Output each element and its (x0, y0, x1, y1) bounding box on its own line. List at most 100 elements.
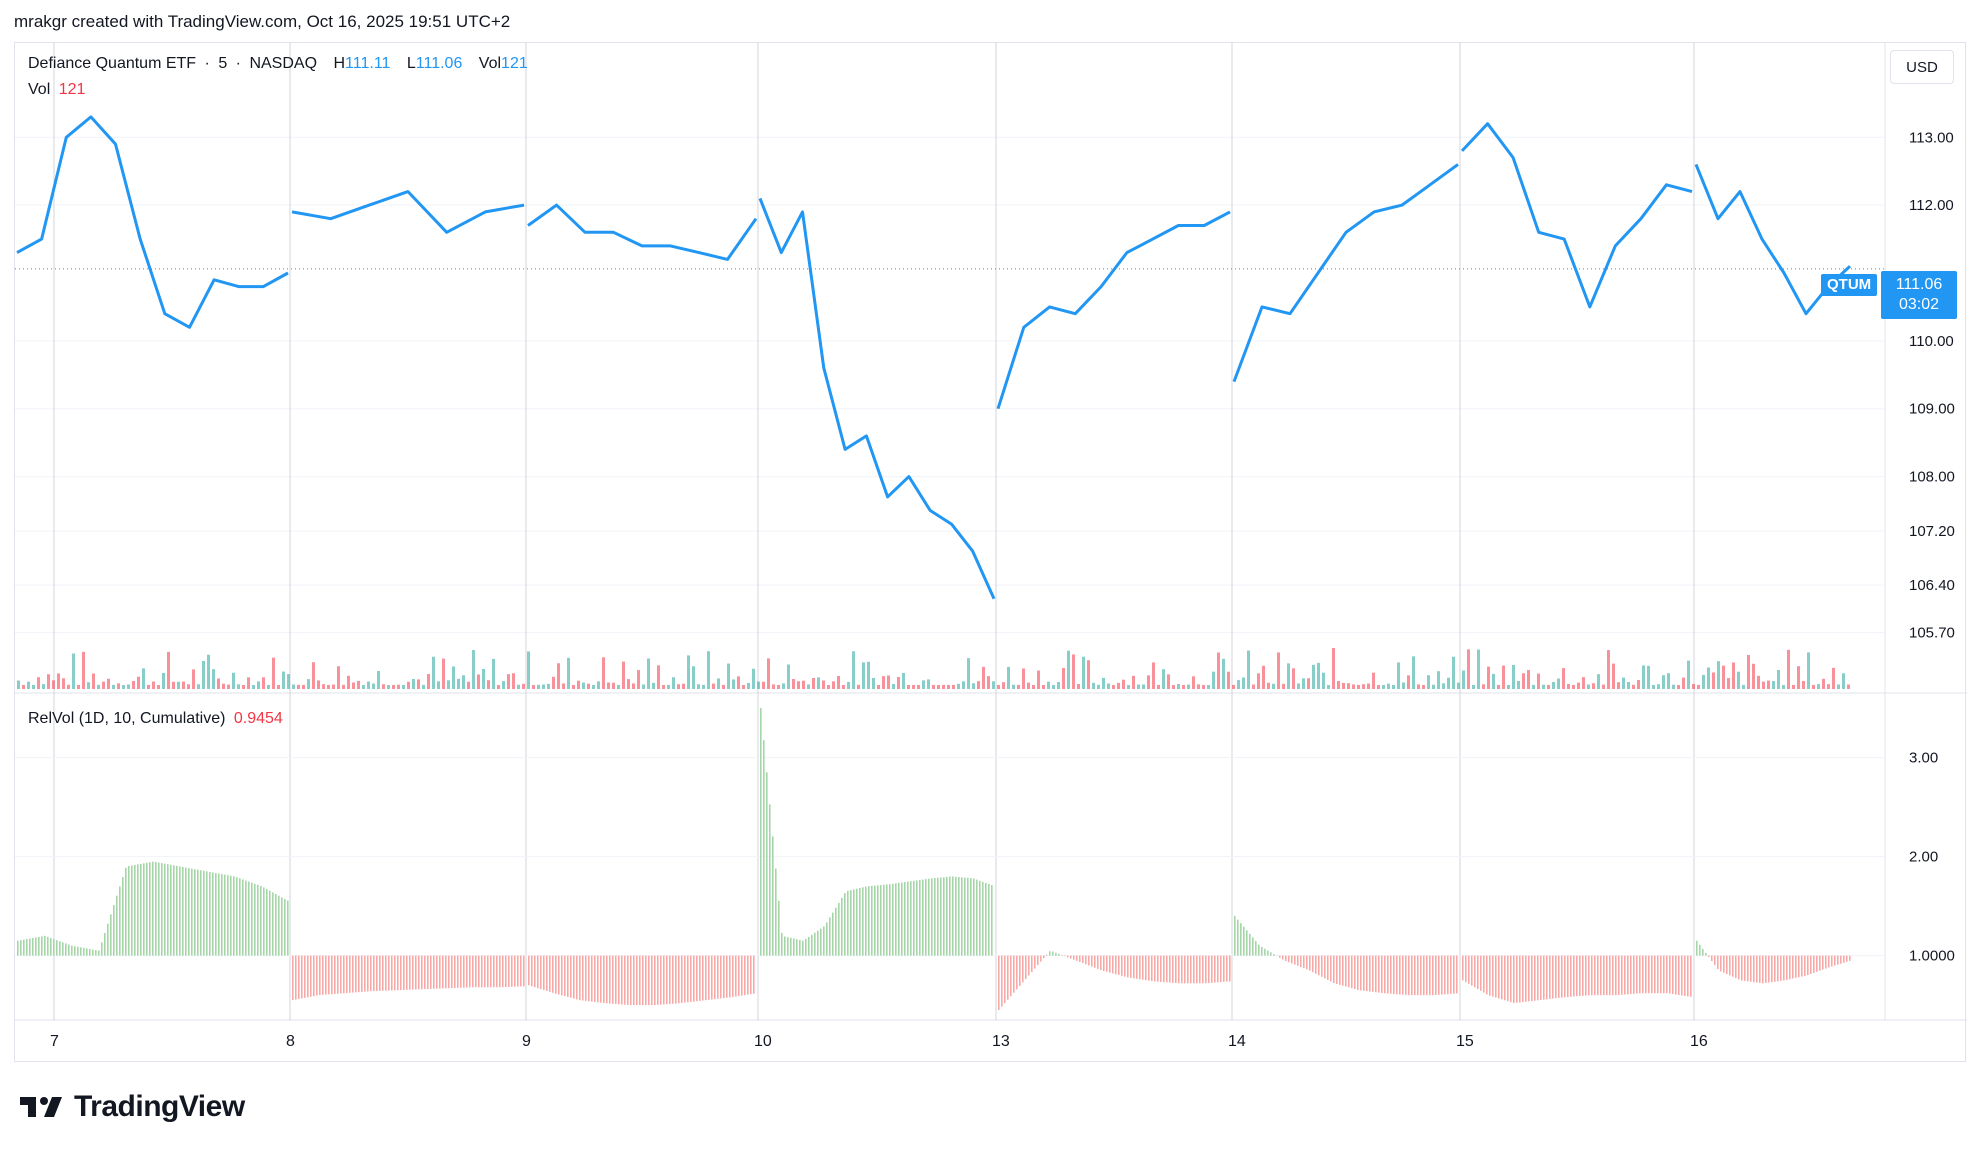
relvol-bar (1315, 955, 1317, 974)
legend-interval: 5 (218, 55, 228, 72)
relvol-bar (224, 874, 226, 956)
relvol-bar (1046, 954, 1048, 956)
relvol-bar (230, 875, 232, 956)
relvol-bar (1181, 955, 1183, 984)
relvol-bar (916, 880, 918, 956)
volume-bar (377, 670, 380, 689)
relvol-legend[interactable]: RelVol (1D, 10, Cumulative) 0.9454 (28, 710, 287, 728)
relvol-bar (567, 955, 569, 997)
volume-bar (322, 684, 325, 689)
volume-bar (742, 684, 745, 689)
relvol-bar (1696, 940, 1698, 956)
last-price-value: 111.06 (1895, 276, 1943, 293)
relvol-bar (1714, 955, 1716, 966)
relvol-bar (738, 955, 740, 997)
relvol-bar (418, 955, 420, 990)
relvol-bar (967, 877, 969, 956)
volume-bar (1512, 664, 1515, 689)
volume-bar (27, 681, 30, 689)
relvol-bar (1732, 955, 1734, 977)
volume-legend[interactable]: Vol 121 (28, 81, 89, 99)
relvol-bar (316, 955, 318, 996)
relvol-bar (1366, 955, 1368, 992)
relvol-bar (68, 944, 70, 956)
volume-bar (1452, 656, 1455, 689)
volume-bar (42, 684, 45, 689)
volume-bar (67, 684, 70, 689)
relvol-bar (119, 886, 121, 956)
relvol-bar (1031, 955, 1033, 973)
relvol-bar (1768, 955, 1770, 983)
volume-bar (992, 681, 995, 689)
time-axis-label: 15 (1456, 1033, 1474, 1050)
relvol-bar (1285, 955, 1287, 962)
relvol-bar (802, 940, 804, 956)
relvol-bar (292, 955, 294, 1001)
main-series-legend[interactable]: Defiance Quantum ETF · 5 · NASDAQ H111.1… (28, 55, 532, 73)
relvol-bar (985, 882, 987, 956)
volume-bar (702, 684, 705, 689)
volume-bar (587, 683, 590, 689)
relvol-bar (772, 836, 774, 956)
relvol-bar (1393, 955, 1395, 994)
chart-frame: 113.00 112.00 110.00 109.00 108.00 107.20 106.… (14, 42, 1967, 1063)
relvol-bar (65, 943, 67, 956)
relvol-bar (1798, 955, 1800, 978)
volume-bar (997, 684, 1000, 689)
currency-button[interactable]: USD (1890, 50, 1954, 84)
relvol-bar (1804, 955, 1806, 976)
volume-bar (1317, 662, 1320, 689)
relvol-bar (1837, 955, 1839, 965)
volume-bar (972, 683, 975, 689)
relvol-bar (654, 955, 656, 1006)
volume-bar (117, 683, 120, 689)
volume-bar (1467, 649, 1470, 689)
relvol-bar (1378, 955, 1380, 993)
volume-bar (47, 674, 50, 689)
relvol-bar (988, 884, 990, 956)
relvol-bar (1786, 955, 1788, 980)
chart-canvas[interactable]: 113.00 112.00 110.00 109.00 108.00 107.20 106.… (15, 43, 1967, 1063)
relvol-bar (778, 900, 780, 956)
relvol-bar (35, 937, 37, 956)
relvol-bar (38, 936, 40, 956)
relvol-bar (197, 869, 199, 956)
relvol-bar (361, 955, 363, 992)
relvol-bar (1348, 955, 1350, 988)
relvol-bar (844, 893, 846, 956)
volume-bar (987, 676, 990, 689)
price-series-line[interactable] (16, 115, 1852, 600)
relvol-bar (1091, 955, 1093, 967)
relvol-bar (266, 889, 268, 956)
volume-bar (147, 684, 150, 689)
relvol-bar (895, 883, 897, 956)
relvol-bar (140, 863, 142, 956)
tradingview-logo[interactable]: TradingView (18, 1090, 245, 1124)
volume-bar (757, 681, 760, 689)
relvol-bar (1363, 955, 1365, 991)
relvol-bar (1094, 955, 1096, 968)
relvol-bar (209, 871, 211, 956)
relvol-bar (1234, 916, 1236, 956)
relvol-bar (576, 955, 578, 1000)
volume-bar (852, 651, 855, 689)
volume-bar (1122, 679, 1125, 689)
relvol-bar (702, 955, 704, 1001)
relvol-bar (493, 955, 495, 988)
relvol-bar (937, 877, 939, 956)
relvol-bar (1360, 955, 1362, 991)
relvol-bar (1055, 952, 1057, 956)
relvol-bar (1013, 955, 1015, 993)
relvol-bar (1199, 955, 1201, 984)
volume-bar (152, 681, 155, 689)
relvol-bar (1579, 955, 1581, 997)
relvol-bar (1291, 955, 1293, 964)
relvol-bar (1585, 955, 1587, 996)
volume-bar (192, 669, 195, 689)
relvol-bar (1423, 955, 1425, 996)
relvol-bar (1294, 955, 1296, 965)
volume-bar (1052, 684, 1055, 689)
volume-bar (1652, 684, 1655, 689)
relvol-bar (705, 955, 707, 1001)
relvol-bar (723, 955, 725, 999)
